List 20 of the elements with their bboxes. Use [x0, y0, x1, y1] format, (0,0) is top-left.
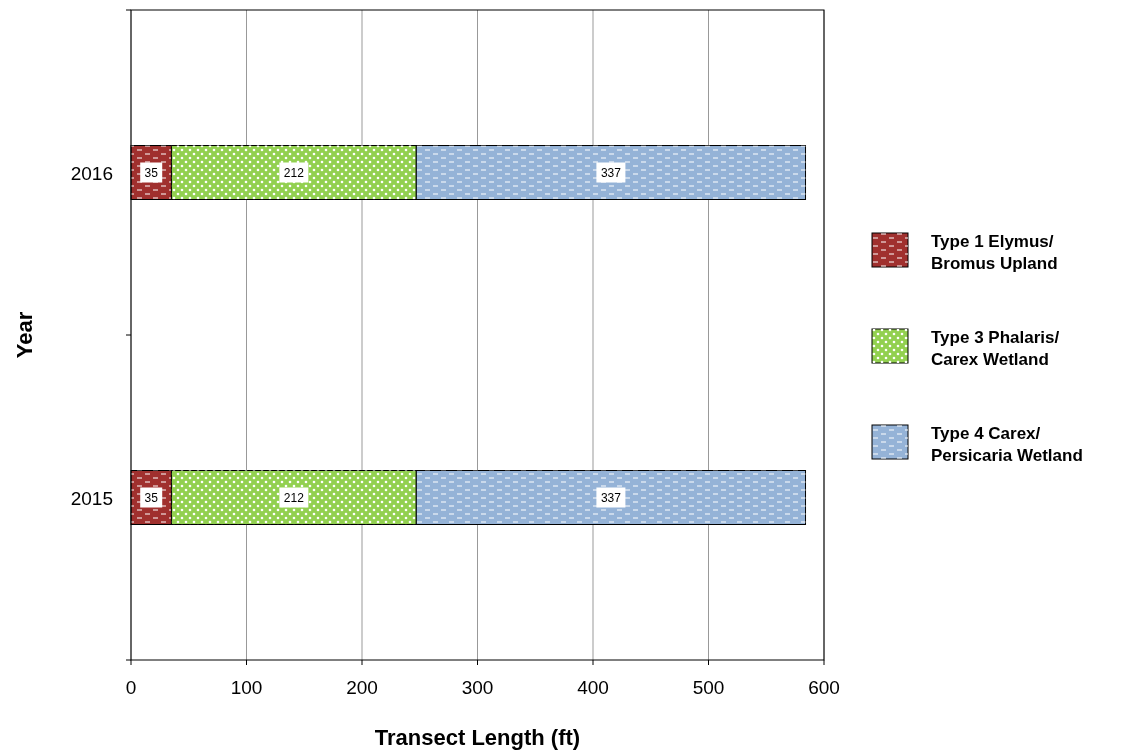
x-tick-label: 400	[577, 677, 609, 698]
x-tick-label: 0	[125, 677, 137, 698]
x-axis-title: Transect Length (ft)	[374, 725, 581, 750]
data-label: 35	[144, 165, 159, 180]
x-tick-label: 200	[346, 677, 378, 698]
y-tick-label: 2015	[70, 487, 113, 509]
x-tick-label: 600	[808, 677, 840, 698]
data-label: 337	[600, 490, 622, 505]
data-label: 212	[283, 165, 305, 180]
y-axis-title: Year	[12, 311, 37, 359]
legend-label: Type 4 Carex/ Persicaria Wetland	[931, 424, 1083, 465]
x-tick-label: 300	[461, 677, 494, 698]
y-tick-label: 2016	[70, 162, 113, 184]
x-tick-label: 100	[230, 677, 263, 698]
data-label: 212	[283, 490, 305, 505]
data-label: 337	[600, 165, 622, 180]
legend-label: Type 1 Elymus/ Bromus Upland	[931, 232, 1058, 273]
data-label: 35	[144, 490, 159, 505]
legend-label: Type 3 Phalaris/ Carex Wetland	[931, 328, 1060, 369]
x-tick-label: 500	[692, 677, 725, 698]
